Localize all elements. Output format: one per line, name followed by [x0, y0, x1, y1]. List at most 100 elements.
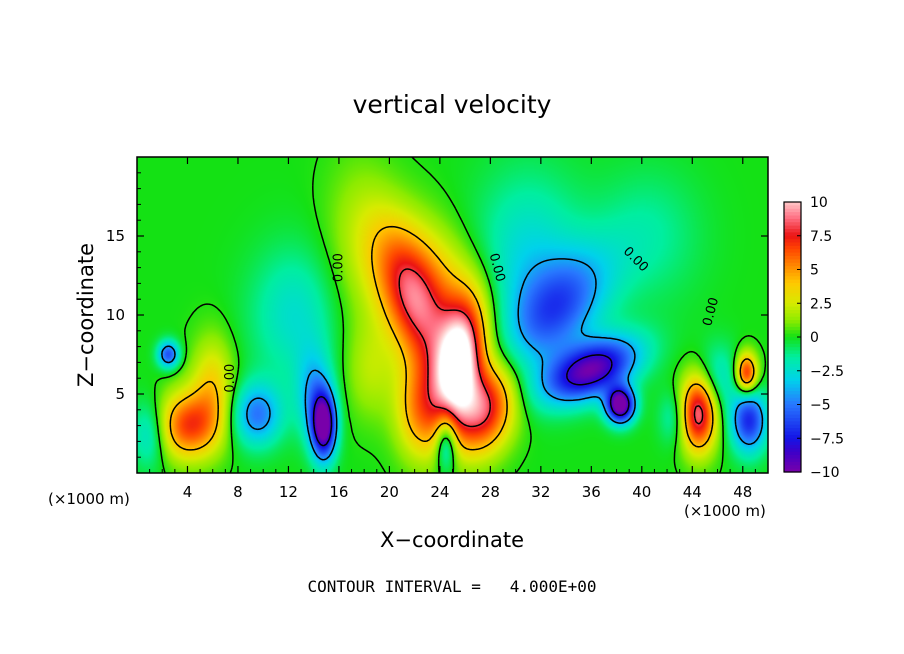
colorbar-swatch [784, 384, 801, 389]
colorbar-tick-label: 2.5 [810, 296, 832, 312]
colorbar-swatch [784, 357, 801, 362]
colorbar-swatch [784, 293, 801, 298]
contour-labels: 0.000.000.00 0.000.00 [223, 244, 722, 393]
colorbar-swatch [784, 350, 801, 355]
colorbar-swatch [784, 458, 801, 463]
x-tick-label: 48 [733, 483, 752, 501]
colorbar-swatch [784, 418, 801, 422]
colorbar-swatch [784, 202, 801, 206]
x-unit-label: (×1000 m) [48, 490, 130, 508]
colorbar-swatch [784, 445, 801, 449]
colorbar-swatch [784, 401, 801, 406]
colorbar-swatch [784, 434, 801, 439]
colorbar-tick-label: −5 [810, 398, 831, 414]
contour-label: 0.00 [486, 252, 508, 284]
colorbar-swatch [784, 337, 801, 341]
colorbar-swatch [784, 404, 801, 409]
contour-label: 0.00 [223, 364, 238, 393]
x-tick-label: 12 [279, 483, 298, 501]
colorbar-swatch [784, 428, 801, 433]
contour-positive [169, 225, 755, 451]
colorbar-swatch [784, 215, 801, 220]
colorbar-swatch [784, 299, 801, 304]
colorbar-swatch [784, 232, 801, 237]
colorbar-swatch [784, 326, 801, 331]
contour-label: 0.00 [700, 296, 722, 328]
colorbar-swatch [784, 222, 801, 227]
colorbar-swatch [784, 259, 801, 264]
plot-area: 0.000.000.00 0.000.00 [136, 156, 769, 474]
colorbar-swatch [784, 411, 801, 416]
colorbar-swatch [784, 266, 801, 271]
colorbar-swatch [784, 333, 801, 338]
colorbar-swatch [784, 205, 801, 210]
colorbar-swatch [784, 465, 801, 470]
colorbar-swatch [784, 320, 801, 325]
colorbar-swatch [784, 279, 801, 284]
colorbar-swatch [784, 347, 801, 352]
x-tick-label: 4 [183, 483, 193, 501]
colorbar-tick-label: 10 [810, 195, 828, 211]
colorbar-swatch [784, 212, 801, 217]
colorbar-swatch [784, 242, 801, 247]
x-tick-label: 40 [632, 483, 651, 501]
colorbar: 10 7.5 5 2.5 0 −2.5 −5 −7.5 −10 [783, 195, 844, 481]
y-tick-label: 5 [115, 385, 125, 403]
colorbar-swatch [784, 310, 801, 314]
colorbar-swatch [784, 448, 801, 453]
colorbar-tick-label: 0 [810, 330, 819, 346]
contour-positive-2 [398, 268, 704, 428]
colorbar-swatch [784, 377, 801, 382]
colorbar-swatch [784, 424, 801, 429]
colorbar-swatch [784, 455, 801, 460]
colorbar-swatch [784, 387, 801, 392]
y-axis: 5 10 15 [106, 172, 768, 458]
colorbar-swatch [784, 330, 801, 335]
contour-negative-2 [312, 354, 630, 447]
contour-label: 0.00 [331, 253, 346, 282]
colorbar-swatch [784, 276, 801, 281]
colorbar-swatch [784, 225, 801, 230]
colorbar-swatch [784, 239, 801, 244]
x-axis: 4 8 12 16 20 24 28 32 36 40 44 48 [149, 157, 756, 501]
colorbar-swatch [784, 367, 801, 372]
colorbar-swatch [784, 374, 801, 379]
colorbar-swatch [784, 340, 801, 345]
colorbar-swatch [784, 391, 801, 395]
colorbar-swatch [784, 245, 801, 250]
colorbar-tick-label: −7.5 [810, 431, 844, 447]
x-tick-label: 44 [683, 483, 702, 501]
y-tick-label: 15 [106, 227, 125, 245]
colorbar-swatch [784, 397, 801, 402]
colorbar-swatch [784, 283, 801, 287]
colorbar-swatch [784, 343, 801, 348]
velocity-field [137, 157, 768, 473]
contour-negative [161, 258, 764, 461]
colorbar-tick-label: 5 [810, 263, 819, 279]
colorbar-swatch [784, 407, 801, 412]
colorbar-swatch [784, 421, 801, 426]
x-tick-label: 28 [481, 483, 500, 501]
colorbar-swatch [784, 360, 801, 365]
x-axis-title: X−coordinate [380, 528, 524, 552]
contour-interval-footer: CONTOUR INTERVAL = 4.000E+00 [308, 577, 597, 596]
x-tick-label: 8 [233, 483, 243, 501]
colorbar-swatch [784, 394, 801, 399]
x-tick-label: 20 [380, 483, 399, 501]
colorbar-swatch [784, 218, 801, 223]
colorbar-tick-label: −10 [810, 465, 840, 481]
colorbar-swatch [784, 461, 801, 466]
colorbar-tick-label: 7.5 [810, 229, 832, 245]
colorbar-swatch [784, 431, 801, 436]
colorbar-swatch [784, 451, 801, 456]
chart-title: vertical velocity [353, 90, 552, 119]
colorbar-swatch [784, 208, 801, 213]
colorbar-swatch [784, 364, 801, 368]
colorbar-swatch [784, 229, 801, 233]
x-unit-label-right: (×1000 m) [684, 502, 766, 520]
colorbar-swatch [784, 249, 801, 254]
colorbar-swatch [784, 256, 801, 260]
colorbar-swatch [784, 289, 801, 294]
colorbar-tick-label: −2.5 [810, 364, 844, 380]
